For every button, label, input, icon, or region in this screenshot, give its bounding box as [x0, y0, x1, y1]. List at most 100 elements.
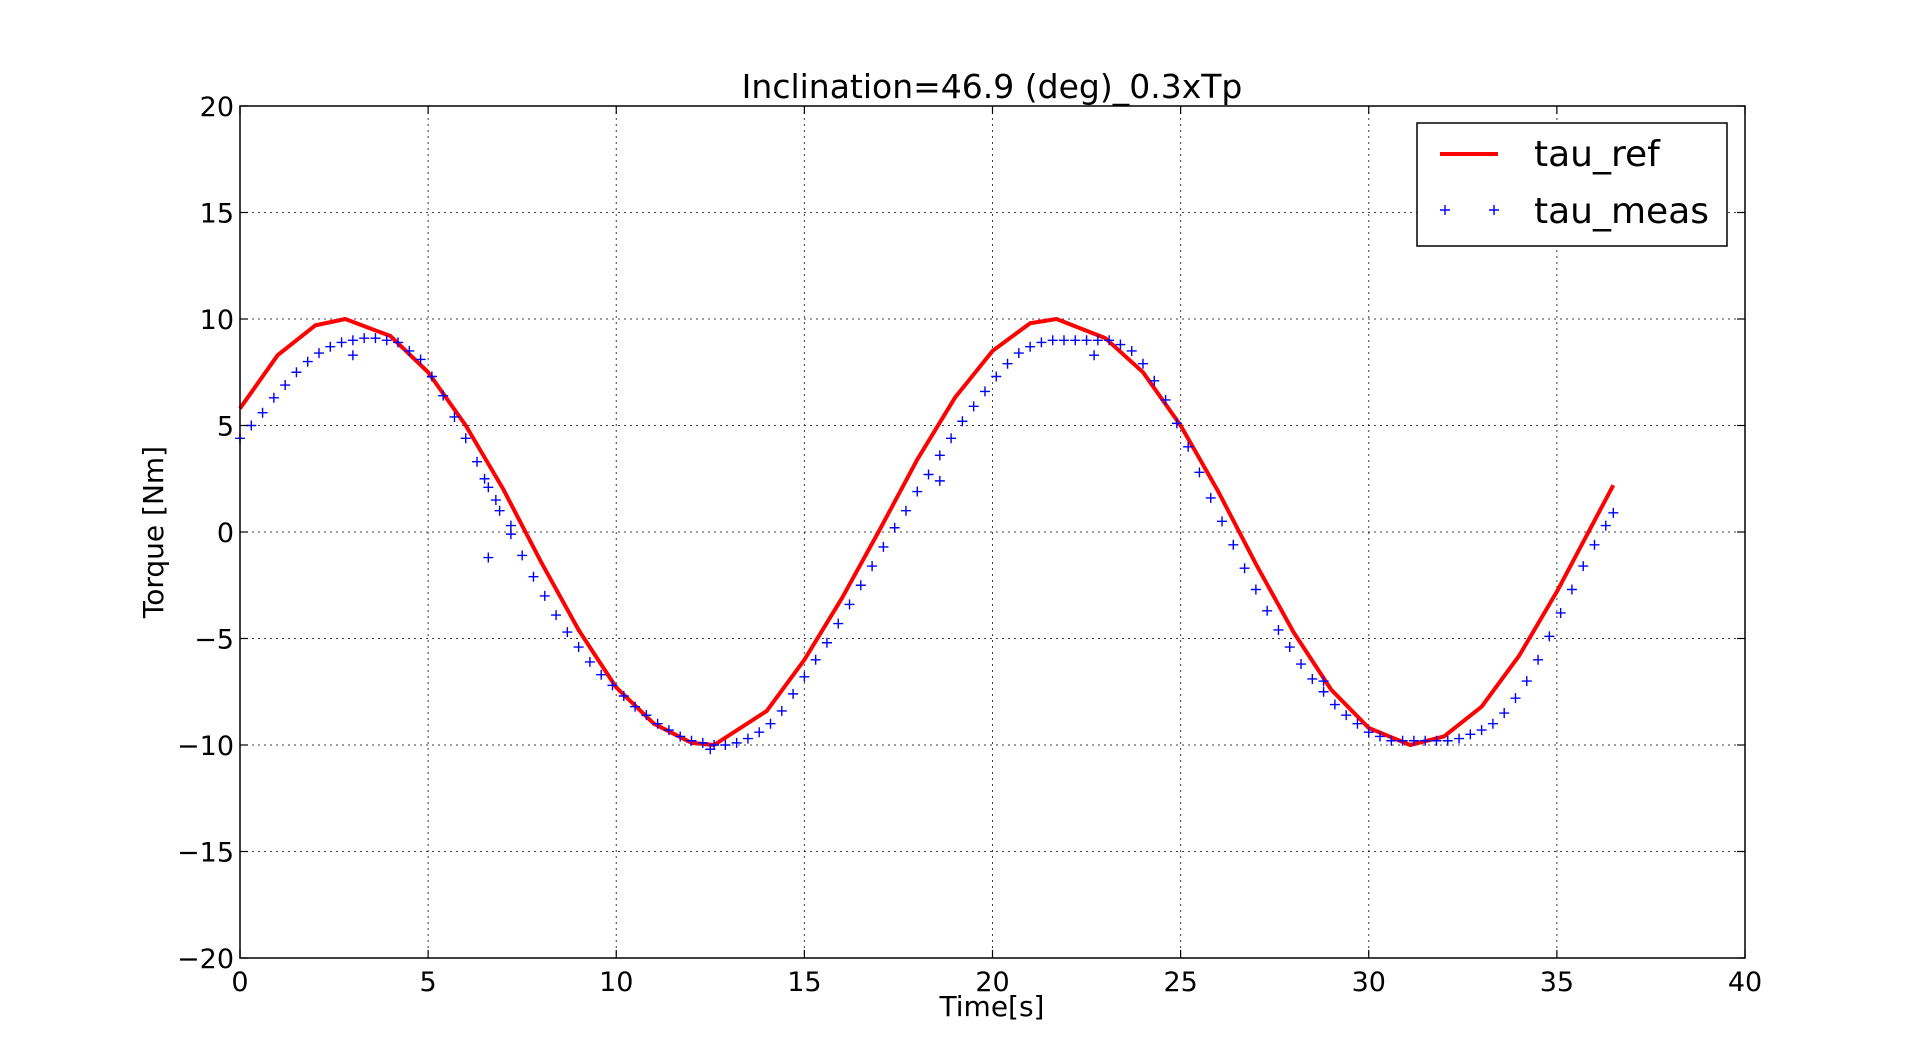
tau-meas-point [1284, 642, 1295, 653]
tau-meas-point [381, 335, 392, 346]
tau-meas-point [1092, 335, 1103, 346]
tau-meas-point [1408, 735, 1419, 746]
tau-meas-point [404, 345, 415, 356]
tau-meas-point [1608, 507, 1619, 518]
tau-meas-point [1228, 539, 1239, 550]
legend-tau-meas-label: tau_meas [1534, 191, 1709, 232]
tau-meas-point [776, 705, 787, 716]
tau-meas-point [1533, 654, 1544, 665]
legend-box [1416, 122, 1728, 247]
tau-meas-point [449, 411, 460, 422]
chart-title: Inclination=46.9 (deg)_0.3xTp [742, 67, 1243, 106]
tau-meas-point [490, 495, 501, 506]
tau-meas-point [1036, 337, 1047, 348]
tau-meas-point [810, 654, 821, 665]
tau-meas-point [573, 642, 584, 653]
tau-meas-point [833, 618, 844, 629]
tau-meas-point [788, 688, 799, 699]
x-tick-label: 30 [1352, 967, 1386, 998]
tau-meas-point [336, 337, 347, 348]
tau-meas-point [460, 433, 471, 444]
x-tick-label: 10 [599, 967, 633, 998]
tau-meas-point [257, 407, 268, 418]
tau-meas-point [720, 740, 731, 750]
tau-meas-point [1250, 584, 1261, 595]
tau-meas-point [641, 710, 652, 721]
tick-labels: 0 5 10 15 20 25 30 35 40 20 15 10 5 0 −5 −10 −15 −20 [177, 92, 1762, 998]
axis-ticks [239, 105, 1746, 959]
tau-meas-point [1442, 735, 1453, 746]
tau-meas-point [968, 401, 979, 412]
tau-meas-point [483, 552, 494, 563]
tau-meas-point [923, 469, 934, 480]
tau-meas-point [347, 335, 358, 346]
tau-meas-point [596, 669, 607, 680]
legend-tau-meas-swatch [1440, 205, 1499, 215]
tau-meas-point [1487, 718, 1498, 729]
legend-tau-ref-label: tau_ref [1534, 134, 1661, 175]
tau-meas-point [1510, 693, 1521, 704]
tau-meas-point [302, 356, 313, 367]
tau-meas-point [934, 450, 945, 461]
tau-meas-point [946, 433, 957, 444]
tau-meas-point [765, 718, 776, 729]
tau-meas-point [505, 520, 516, 531]
tau-meas-point [705, 744, 716, 755]
tau-meas-point [347, 350, 358, 361]
tau-meas-point [1307, 673, 1318, 684]
tau-meas-point [1465, 729, 1476, 740]
tau-meas-point [1600, 520, 1611, 531]
x-tick-label: 5 [420, 967, 437, 998]
x-tick-label: 20 [975, 967, 1009, 998]
tau-meas-point [494, 505, 505, 516]
y-tick-label: 0 [217, 518, 234, 549]
tau-meas-point [878, 541, 889, 552]
tau-meas-point [1149, 375, 1160, 386]
x-tick-label: 15 [787, 967, 821, 998]
tau-meas-point [1454, 733, 1465, 744]
tau-meas-point [1476, 725, 1487, 736]
tau-meas-point [1318, 686, 1329, 697]
y-axis-label: Torque [Nm] [137, 446, 170, 619]
tau-meas-point [1160, 394, 1171, 405]
x-axis-label: Time[s] [939, 990, 1045, 1023]
tau-meas-point [280, 380, 291, 391]
tau-meas-point [1273, 624, 1284, 635]
tau-meas-point [957, 416, 968, 427]
plot-series [235, 317, 1619, 755]
tau-meas-point [1002, 358, 1013, 369]
tau-meas-point [991, 371, 1002, 382]
tau-meas-point [675, 731, 686, 742]
tau-meas-point [1205, 492, 1216, 503]
tau-meas-point [528, 571, 539, 582]
tau-meas-point [652, 718, 663, 729]
y-tick-label: 5 [217, 412, 234, 443]
tau-meas-point [359, 333, 370, 344]
tau-meas-point [618, 691, 629, 702]
tau-meas-point [630, 701, 641, 712]
y-tick-label: −15 [177, 838, 234, 869]
tau-meas-point [1058, 335, 1069, 346]
tau-meas-point [1089, 350, 1100, 361]
tau-meas-point [325, 341, 336, 352]
tau-meas-point [415, 354, 426, 365]
tau-meas-point [472, 456, 483, 467]
tau-meas-point [1138, 358, 1148, 369]
tau-meas-point [479, 473, 490, 484]
tau-meas-point [539, 590, 550, 601]
tau-meas-point [1397, 735, 1408, 746]
tau-meas-point [1329, 699, 1340, 710]
tau-meas-point [517, 550, 528, 561]
tau-meas-point [867, 561, 878, 572]
tau-meas-point [314, 348, 325, 359]
y-tick-label: 15 [200, 199, 234, 230]
tau-meas-point [584, 656, 595, 667]
tau-meas-point [1363, 727, 1374, 738]
tau-meas-point [1578, 561, 1589, 572]
tau-meas-point [821, 637, 832, 648]
tau-meas-point [934, 475, 945, 486]
tau-meas-point [1183, 441, 1194, 452]
tau-meas-point [483, 482, 494, 493]
tau-meas-point [1025, 341, 1036, 352]
